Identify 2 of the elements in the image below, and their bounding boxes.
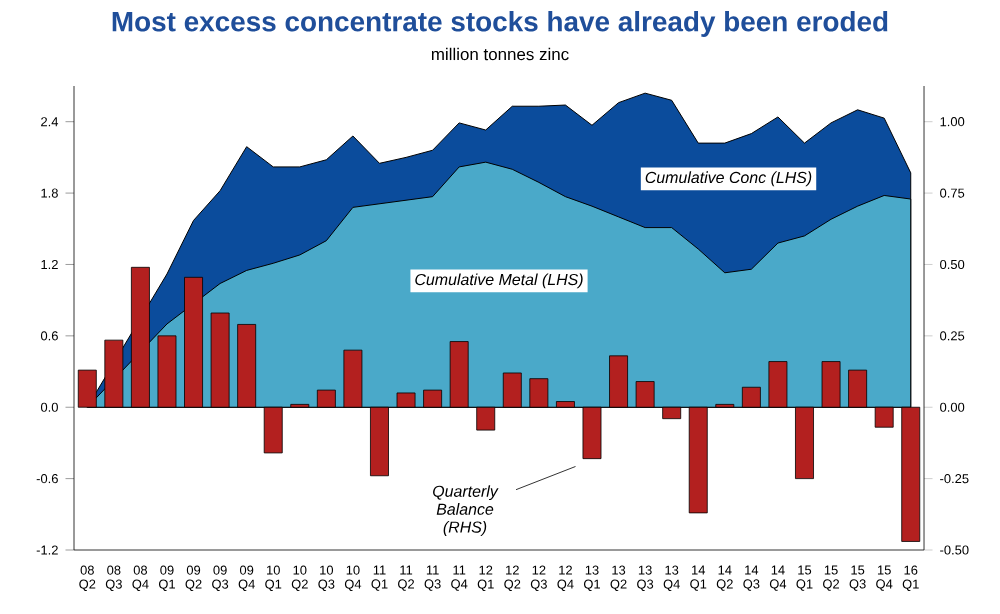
- chart-title: Most excess concentrate stocks have already been eroded: [112, 10, 888, 37]
- chart-subtitle: million tonnes zinc: [431, 47, 569, 61]
